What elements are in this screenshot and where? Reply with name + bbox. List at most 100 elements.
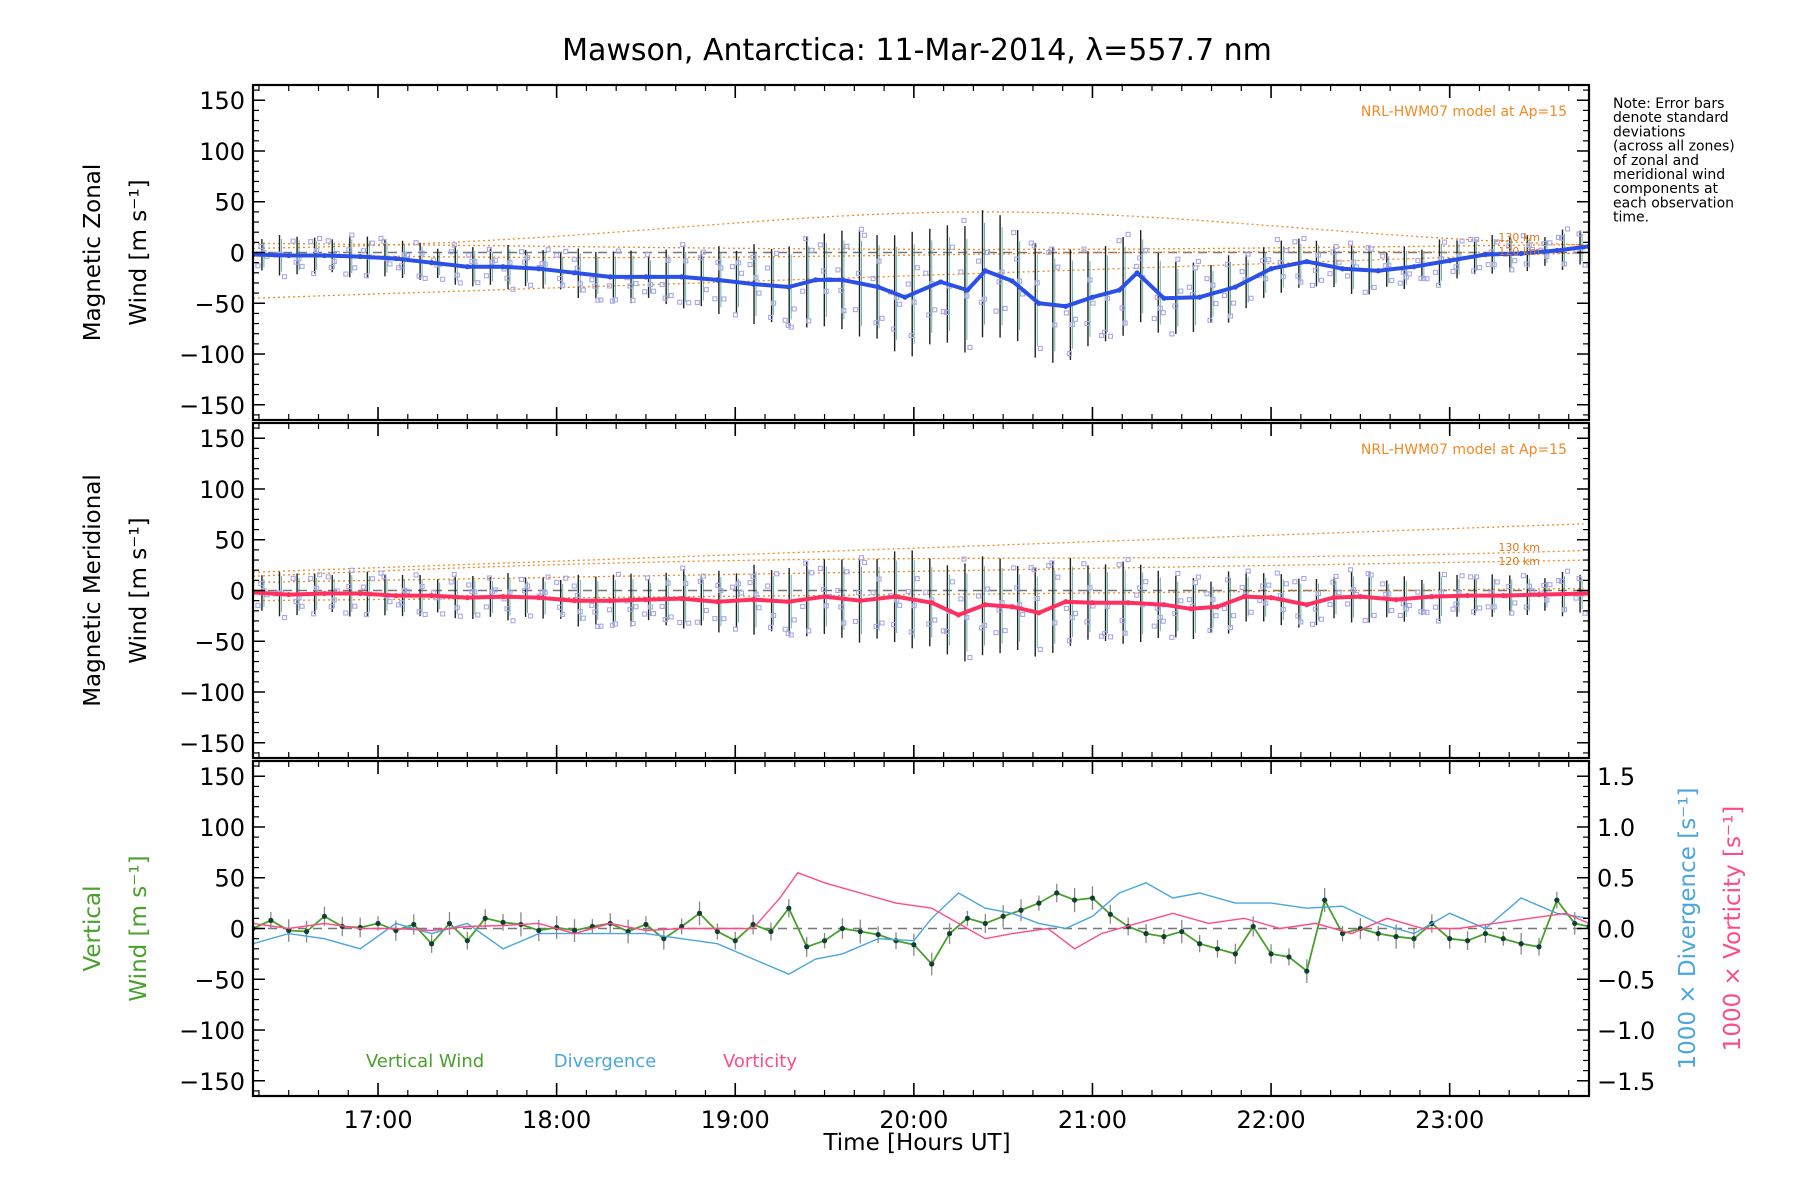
zone-marker xyxy=(1441,571,1448,578)
zonal-wind-point xyxy=(1134,270,1140,276)
vertical-wind-point xyxy=(786,905,792,911)
zone-marker xyxy=(1318,616,1324,622)
zone-marker xyxy=(1526,583,1532,589)
zone-marker xyxy=(363,273,369,279)
zone-marker xyxy=(1555,577,1562,584)
x-tick-label: 22:00 xyxy=(1236,1106,1305,1134)
zone-marker xyxy=(774,250,780,256)
meridional-wind-point xyxy=(500,593,506,600)
zonal-wind-point xyxy=(1411,264,1417,270)
zone-marker xyxy=(914,265,920,271)
zonal-wind-point xyxy=(1161,295,1167,301)
zone-marker xyxy=(519,576,525,583)
zone-marker xyxy=(1582,262,1588,268)
zone-marker xyxy=(1087,277,1093,283)
zone-marker xyxy=(398,600,405,606)
vertical-wind-point xyxy=(1161,934,1167,940)
vertical-wind-point xyxy=(1268,951,1274,957)
zone-marker xyxy=(1371,284,1377,291)
zone-marker xyxy=(1485,604,1491,610)
vertical-wind-point xyxy=(375,920,381,927)
meridional-wind-point xyxy=(1009,604,1015,610)
zone-marker xyxy=(1541,582,1547,589)
vertical-wind-point xyxy=(571,927,578,934)
zone-marker xyxy=(1435,618,1442,624)
zone-marker xyxy=(369,240,375,246)
zone-marker xyxy=(539,589,545,595)
zonal-wind-point xyxy=(1036,300,1042,306)
zone-marker xyxy=(975,593,982,599)
zone-marker xyxy=(1107,634,1114,640)
zone-marker xyxy=(317,235,323,242)
zone-marker xyxy=(592,283,598,289)
zone-marker xyxy=(1122,630,1128,636)
zone-marker xyxy=(1295,273,1301,279)
zone-marker xyxy=(255,602,261,608)
zone-marker xyxy=(993,630,999,636)
plot-area xyxy=(253,523,1589,662)
zone-marker xyxy=(1421,275,1427,281)
zone-marker xyxy=(1034,280,1040,286)
zone-marker xyxy=(686,620,692,626)
model-curve xyxy=(253,523,1584,573)
zone-marker xyxy=(1397,280,1403,286)
zone-marker xyxy=(1031,243,1037,249)
zone-marker xyxy=(923,270,929,276)
y-tick-label: 0 xyxy=(230,240,245,268)
meridional-wind-point xyxy=(679,596,685,602)
zone-marker xyxy=(1315,591,1321,597)
vertical-wind-point xyxy=(286,927,292,934)
altitude-label: 120 km xyxy=(1498,555,1540,568)
zone-marker xyxy=(1046,563,1052,569)
zone-marker xyxy=(1260,583,1266,589)
zone-marker xyxy=(542,261,548,267)
zonal-wind-point xyxy=(902,294,908,300)
zone-marker xyxy=(964,615,970,621)
zone-marker xyxy=(694,299,700,306)
zone-marker xyxy=(803,560,809,566)
zone-marker xyxy=(522,259,528,265)
zone-marker xyxy=(1573,595,1579,601)
zone-marker xyxy=(492,257,498,263)
zone-marker xyxy=(1450,606,1456,612)
zone-marker xyxy=(1477,265,1483,271)
zone-marker xyxy=(387,261,393,267)
zone-marker xyxy=(293,599,299,605)
zone-marker xyxy=(800,288,806,294)
zone-marker xyxy=(1415,258,1421,264)
zone-marker xyxy=(1231,300,1237,306)
zone-marker xyxy=(346,583,352,590)
zone-marker xyxy=(870,589,876,595)
zone-marker xyxy=(961,556,967,562)
right-tick-label: −1.0 xyxy=(1597,1017,1655,1045)
zone-marker xyxy=(648,281,654,287)
zone-marker xyxy=(325,574,331,580)
meridional-wind-point xyxy=(1330,595,1337,601)
zone-marker xyxy=(1362,289,1368,295)
zone-marker xyxy=(630,297,636,303)
zone-marker xyxy=(1309,282,1315,288)
zone-marker xyxy=(1037,345,1043,351)
zone-marker xyxy=(378,235,384,241)
zone-marker xyxy=(1055,264,1061,270)
zone-marker xyxy=(571,256,577,262)
y-tick-label: 100 xyxy=(199,814,245,842)
zone-marker xyxy=(1081,246,1087,252)
zone-marker xyxy=(598,623,604,629)
zone-marker xyxy=(1406,271,1412,277)
meridional-wind-point xyxy=(1036,610,1042,616)
zonal-wind-point xyxy=(964,287,971,293)
vertical-wind-point xyxy=(1554,897,1560,903)
zone-marker xyxy=(1435,282,1442,288)
y-tick-label: −50 xyxy=(194,290,245,318)
zone-marker xyxy=(1154,294,1160,300)
meridional-wind-point xyxy=(1429,593,1435,600)
zonal-wind-point xyxy=(813,277,819,283)
zone-marker xyxy=(1125,556,1131,563)
vertical-wind-point xyxy=(411,921,417,928)
zone-marker xyxy=(472,589,478,595)
vertical-wind-point xyxy=(696,910,703,916)
zone-marker xyxy=(1031,567,1037,573)
zone-marker xyxy=(1561,607,1568,613)
